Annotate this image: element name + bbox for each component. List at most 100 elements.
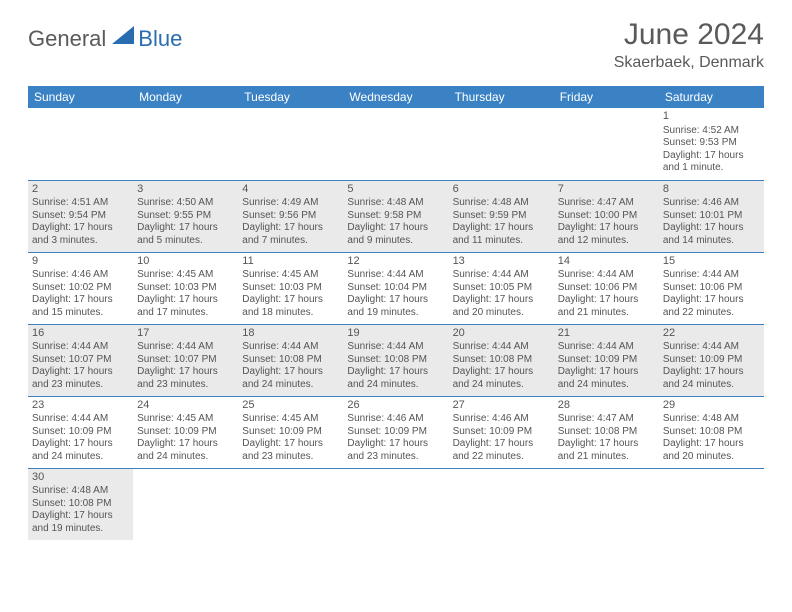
day-number: 21: [558, 327, 655, 341]
day-header: Friday: [554, 86, 659, 108]
calendar-cell: 20Sunrise: 4:44 AMSunset: 10:08 PMDaylig…: [449, 324, 554, 396]
day-header: Wednesday: [343, 86, 448, 108]
day-info: Sunrise: 4:46 AMSunset: 10:02 PMDaylight…: [32, 269, 129, 319]
day-number: 1: [663, 110, 760, 124]
day-number: 14: [558, 255, 655, 269]
day-info: Sunrise: 4:44 AMSunset: 10:07 PMDaylight…: [32, 341, 129, 391]
month-title: June 2024: [614, 18, 764, 52]
day-number: 2: [32, 183, 129, 197]
calendar-cell: [238, 468, 343, 540]
calendar-cell: 26Sunrise: 4:46 AMSunset: 10:09 PMDaylig…: [343, 396, 448, 468]
day-number: 4: [242, 183, 339, 197]
day-number: 16: [32, 327, 129, 341]
calendar-cell: 21Sunrise: 4:44 AMSunset: 10:09 PMDaylig…: [554, 324, 659, 396]
day-number: 5: [347, 183, 444, 197]
calendar-cell: [659, 468, 764, 540]
day-info: Sunrise: 4:44 AMSunset: 10:05 PMDaylight…: [453, 269, 550, 319]
day-info: Sunrise: 4:44 AMSunset: 10:08 PMDaylight…: [242, 341, 339, 391]
day-number: 8: [663, 183, 760, 197]
day-number: 6: [453, 183, 550, 197]
day-info: Sunrise: 4:44 AMSunset: 10:09 PMDaylight…: [663, 341, 760, 391]
day-header: Thursday: [449, 86, 554, 108]
calendar-cell: 29Sunrise: 4:48 AMSunset: 10:08 PMDaylig…: [659, 396, 764, 468]
day-number: 25: [242, 399, 339, 413]
calendar-cell: 2Sunrise: 4:51 AMSunset: 9:54 PMDaylight…: [28, 180, 133, 252]
day-number: 17: [137, 327, 234, 341]
day-info: Sunrise: 4:46 AMSunset: 10:01 PMDaylight…: [663, 197, 760, 247]
calendar-cell: 6Sunrise: 4:48 AMSunset: 9:59 PMDaylight…: [449, 180, 554, 252]
day-number: 3: [137, 183, 234, 197]
calendar-cell: [133, 468, 238, 540]
day-info: Sunrise: 4:44 AMSunset: 10:09 PMDaylight…: [558, 341, 655, 391]
calendar-cell: 25Sunrise: 4:45 AMSunset: 10:09 PMDaylig…: [238, 396, 343, 468]
calendar-cell: 27Sunrise: 4:46 AMSunset: 10:09 PMDaylig…: [449, 396, 554, 468]
calendar-cell: [343, 468, 448, 540]
calendar-cell: 11Sunrise: 4:45 AMSunset: 10:03 PMDaylig…: [238, 252, 343, 324]
calendar-cell: 24Sunrise: 4:45 AMSunset: 10:09 PMDaylig…: [133, 396, 238, 468]
day-info: Sunrise: 4:48 AMSunset: 10:08 PMDaylight…: [32, 485, 129, 535]
calendar-cell: 19Sunrise: 4:44 AMSunset: 10:08 PMDaylig…: [343, 324, 448, 396]
calendar-week-row: 30Sunrise: 4:48 AMSunset: 10:08 PMDaylig…: [28, 468, 764, 540]
calendar-cell: 5Sunrise: 4:48 AMSunset: 9:58 PMDaylight…: [343, 180, 448, 252]
calendar-cell: [238, 108, 343, 180]
calendar-cell: 1Sunrise: 4:52 AMSunset: 9:53 PMDaylight…: [659, 108, 764, 180]
day-info: Sunrise: 4:44 AMSunset: 10:06 PMDaylight…: [558, 269, 655, 319]
calendar-cell: 8Sunrise: 4:46 AMSunset: 10:01 PMDayligh…: [659, 180, 764, 252]
day-info: Sunrise: 4:44 AMSunset: 10:06 PMDaylight…: [663, 269, 760, 319]
day-number: 26: [347, 399, 444, 413]
calendar-cell: 13Sunrise: 4:44 AMSunset: 10:05 PMDaylig…: [449, 252, 554, 324]
day-header: Tuesday: [238, 86, 343, 108]
sail-icon: [112, 26, 136, 51]
day-info: Sunrise: 4:48 AMSunset: 9:58 PMDaylight:…: [347, 197, 444, 247]
brand-text-2: Blue: [138, 26, 182, 52]
day-header: Monday: [133, 86, 238, 108]
brand-text-1: General: [28, 26, 106, 52]
day-header: Saturday: [659, 86, 764, 108]
calendar-cell: [554, 108, 659, 180]
day-number: 24: [137, 399, 234, 413]
day-number: 10: [137, 255, 234, 269]
page-header: General Blue June 2024 Skaerbaek, Denmar…: [28, 18, 764, 72]
day-number: 11: [242, 255, 339, 269]
day-info: Sunrise: 4:45 AMSunset: 10:03 PMDaylight…: [242, 269, 339, 319]
day-number: 9: [32, 255, 129, 269]
day-info: Sunrise: 4:52 AMSunset: 9:53 PMDaylight:…: [663, 125, 760, 175]
calendar-week-row: 1Sunrise: 4:52 AMSunset: 9:53 PMDaylight…: [28, 108, 764, 180]
day-info: Sunrise: 4:45 AMSunset: 10:09 PMDaylight…: [242, 413, 339, 463]
calendar-cell: [449, 108, 554, 180]
day-info: Sunrise: 4:47 AMSunset: 10:00 PMDaylight…: [558, 197, 655, 247]
day-number: 29: [663, 399, 760, 413]
calendar-cell: 4Sunrise: 4:49 AMSunset: 9:56 PMDaylight…: [238, 180, 343, 252]
day-number: 20: [453, 327, 550, 341]
calendar-cell: [449, 468, 554, 540]
calendar-cell: 10Sunrise: 4:45 AMSunset: 10:03 PMDaylig…: [133, 252, 238, 324]
day-number: 22: [663, 327, 760, 341]
calendar-cell: 30Sunrise: 4:48 AMSunset: 10:08 PMDaylig…: [28, 468, 133, 540]
title-block: June 2024 Skaerbaek, Denmark: [614, 18, 764, 72]
calendar-cell: 23Sunrise: 4:44 AMSunset: 10:09 PMDaylig…: [28, 396, 133, 468]
day-info: Sunrise: 4:49 AMSunset: 9:56 PMDaylight:…: [242, 197, 339, 247]
day-number: 13: [453, 255, 550, 269]
day-number: 12: [347, 255, 444, 269]
calendar-cell: 12Sunrise: 4:44 AMSunset: 10:04 PMDaylig…: [343, 252, 448, 324]
calendar-cell: 16Sunrise: 4:44 AMSunset: 10:07 PMDaylig…: [28, 324, 133, 396]
calendar-cell: 14Sunrise: 4:44 AMSunset: 10:06 PMDaylig…: [554, 252, 659, 324]
calendar-cell: 9Sunrise: 4:46 AMSunset: 10:02 PMDayligh…: [28, 252, 133, 324]
day-info: Sunrise: 4:45 AMSunset: 10:03 PMDaylight…: [137, 269, 234, 319]
day-number: 23: [32, 399, 129, 413]
calendar-cell: [554, 468, 659, 540]
day-info: Sunrise: 4:48 AMSunset: 10:08 PMDaylight…: [663, 413, 760, 463]
calendar-week-row: 16Sunrise: 4:44 AMSunset: 10:07 PMDaylig…: [28, 324, 764, 396]
day-info: Sunrise: 4:46 AMSunset: 10:09 PMDaylight…: [347, 413, 444, 463]
day-number: 15: [663, 255, 760, 269]
calendar-week-row: 2Sunrise: 4:51 AMSunset: 9:54 PMDaylight…: [28, 180, 764, 252]
calendar-week-row: 9Sunrise: 4:46 AMSunset: 10:02 PMDayligh…: [28, 252, 764, 324]
day-header: Sunday: [28, 86, 133, 108]
calendar-cell: 28Sunrise: 4:47 AMSunset: 10:08 PMDaylig…: [554, 396, 659, 468]
calendar-cell: 18Sunrise: 4:44 AMSunset: 10:08 PMDaylig…: [238, 324, 343, 396]
day-header-row: Sunday Monday Tuesday Wednesday Thursday…: [28, 86, 764, 108]
day-info: Sunrise: 4:46 AMSunset: 10:09 PMDaylight…: [453, 413, 550, 463]
day-info: Sunrise: 4:45 AMSunset: 10:09 PMDaylight…: [137, 413, 234, 463]
calendar-cell: 17Sunrise: 4:44 AMSunset: 10:07 PMDaylig…: [133, 324, 238, 396]
calendar-cell: 22Sunrise: 4:44 AMSunset: 10:09 PMDaylig…: [659, 324, 764, 396]
